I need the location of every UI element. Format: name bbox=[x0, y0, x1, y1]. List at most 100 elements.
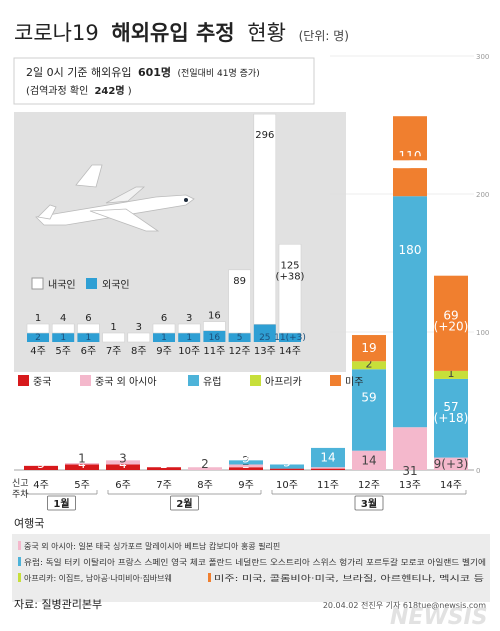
month-bracket: 1월 bbox=[25, 490, 98, 511]
bar-segment-other-asia bbox=[65, 463, 99, 465]
bar-segment-other-asia bbox=[229, 464, 263, 468]
x-tick-label: 9주 bbox=[238, 480, 254, 491]
bar-segment-china bbox=[65, 464, 99, 470]
x-axis-label: 신고 주차 bbox=[12, 478, 29, 500]
bar-value-label: 3 bbox=[283, 456, 291, 470]
bar-value-label: 57 (+18) bbox=[434, 400, 469, 425]
legend-swatch bbox=[188, 375, 199, 386]
inset-label-foreign: 5 bbox=[237, 333, 243, 343]
x-tick-label: 11주 bbox=[317, 480, 339, 491]
inset-x-tick: 13주 bbox=[254, 346, 276, 357]
inset-bar-domestic bbox=[278, 243, 302, 334]
summary-line1: 2일 0시 기준 해외유입 601명 (전일대비 41명 증가) bbox=[26, 65, 260, 79]
inset-x-tick: 6주 bbox=[81, 346, 97, 357]
title-suffix: 현황 bbox=[247, 21, 286, 45]
inset-x-tick: 10주 bbox=[178, 346, 200, 357]
month-label: 1월 bbox=[53, 498, 69, 510]
inset-bar-domestic bbox=[177, 323, 201, 334]
inset-label-foreign: 25 bbox=[259, 333, 270, 343]
inset-bar-foreign bbox=[253, 324, 276, 342]
bar-value-label: 1 bbox=[448, 367, 455, 380]
bar-value-label: 14 bbox=[361, 453, 376, 467]
inset-bar-domestic bbox=[253, 113, 277, 325]
bar-value-label: 180 bbox=[399, 243, 422, 257]
bar-segment-china bbox=[229, 467, 263, 470]
inset-label-foreign: 1 bbox=[186, 333, 192, 343]
legend-swatch bbox=[80, 375, 91, 386]
month-bracket: 3월 bbox=[271, 490, 467, 511]
countries-other-asia-marker bbox=[18, 541, 21, 550]
chart-title: 코로나19 해외유입 추정 현황 (단위: 명) bbox=[14, 21, 349, 45]
x-tick-label: 8주 bbox=[197, 480, 213, 491]
main-x-axis: 4주 5주 6주 7주 8주 9주 10주 11주 12주 13주 14주 bbox=[33, 480, 462, 491]
bar-segment-china bbox=[311, 468, 345, 470]
bar-segment-china bbox=[270, 468, 304, 470]
legend-domestic-label: 내국인 bbox=[48, 279, 76, 291]
legend-swatch bbox=[18, 375, 29, 386]
inset-x-tick: 14주 bbox=[279, 346, 301, 357]
source: 자료: 질병관리본부 bbox=[14, 598, 102, 611]
legend-swatch bbox=[250, 375, 261, 386]
bar-segment-other-asia bbox=[352, 450, 386, 470]
y-tick-label: 100 bbox=[476, 329, 489, 337]
legend-foreign-swatch bbox=[86, 278, 97, 289]
countries-heading: 여행국 bbox=[14, 517, 44, 530]
x-tick-label: 14주 bbox=[440, 480, 462, 491]
bar-value-label: 1 bbox=[78, 451, 86, 465]
countries-europe: 유럽: 독일 터키 이탈리아 프랑스 스페인 영국 체코 폴란드 네덜란드 오스… bbox=[24, 557, 486, 567]
inset-bar-foreign bbox=[203, 330, 226, 342]
axis-break-mark bbox=[389, 156, 431, 173]
inset-label-domestic: 16 bbox=[208, 311, 221, 322]
bar-segment-europe bbox=[311, 447, 345, 468]
airplane-icon bbox=[35, 164, 195, 232]
inset-label-domestic: 6 bbox=[161, 313, 167, 324]
bar-value-label: 14 bbox=[320, 451, 335, 465]
summary-line2: (검역과정 확인 242명 ) bbox=[26, 84, 132, 97]
inset-label-domestic: 3 bbox=[136, 322, 142, 333]
inset-x-tick: 5주 bbox=[55, 346, 71, 357]
month-label: 2월 bbox=[176, 498, 192, 510]
bar-segment-china bbox=[106, 464, 140, 470]
countries-africa-marker bbox=[18, 573, 21, 582]
x-tick-label: 12주 bbox=[358, 480, 380, 491]
bar-segment-americas bbox=[352, 335, 386, 362]
legend-label: 미주 bbox=[345, 376, 363, 388]
month-bracket: 2월 bbox=[107, 490, 262, 511]
inset-bar-domestic bbox=[203, 321, 226, 331]
watermark: NEWSIS bbox=[390, 605, 488, 630]
inset-label-domestic: 296 bbox=[255, 130, 274, 141]
inset-bar-foreign bbox=[178, 333, 201, 342]
inset-label-foreign: 1 bbox=[161, 333, 167, 343]
bar-segment-other-asia bbox=[393, 427, 427, 470]
countries-other-asia: 중국 외 아시아: 일본 태국 싱가포르 말레이시아 베트남 캄보디아 홍콩 필… bbox=[24, 541, 280, 551]
inset-bar-domestic bbox=[26, 323, 50, 334]
y-tick-label: 300 bbox=[476, 53, 489, 61]
bar-value-label: 3 bbox=[242, 451, 250, 465]
inset-bar-domestic bbox=[127, 332, 151, 343]
main-legend: 중국 중국 외 아시아 유럽 아프리카 미주 bbox=[18, 375, 363, 388]
inset-bar-domestic bbox=[77, 323, 100, 334]
inset-label-foreign: 2 bbox=[35, 333, 41, 343]
bar-segment-europe bbox=[352, 369, 386, 451]
legend-swatch bbox=[330, 375, 341, 386]
bar-value-label: 1 bbox=[283, 457, 291, 471]
inset-x-tick: 12주 bbox=[229, 346, 251, 357]
legend-foreign-label: 외국인 bbox=[102, 279, 130, 291]
title-prefix: 코로나19 bbox=[14, 21, 99, 45]
x-tick-label: 13주 bbox=[399, 480, 421, 491]
inset-bar-foreign bbox=[279, 333, 301, 342]
bar-segment-europe bbox=[270, 464, 304, 469]
bar-segment-other-asia bbox=[106, 460, 140, 465]
y-tick-label: 0 bbox=[476, 467, 480, 475]
bar-segment-americas bbox=[434, 275, 468, 371]
inset-legend: 내국인 외국인 bbox=[31, 277, 130, 291]
main-bars: 34143222231311141459219311801109(+3)57(+… bbox=[24, 116, 468, 478]
countries-panel bbox=[12, 534, 490, 602]
inset-label-domestic: 6 bbox=[85, 313, 91, 324]
bar-value-label: 3 bbox=[37, 457, 45, 471]
inset-x-axis: 4주 5주 6주 7주 8주 9주 10주 11주 12주 13주 14주 bbox=[30, 346, 301, 357]
inset-bar-foreign bbox=[52, 333, 75, 342]
